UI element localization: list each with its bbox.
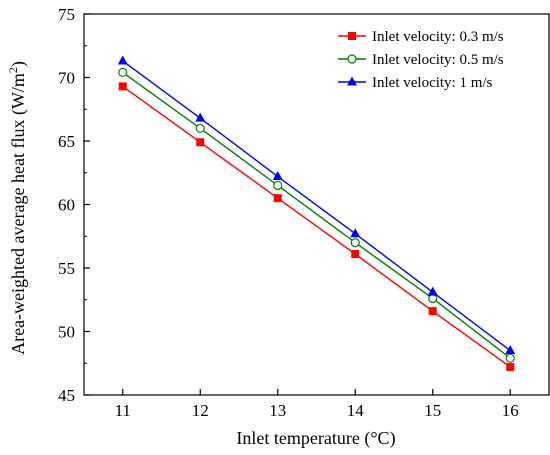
legend-label: Inlet velocity: 0.5 m/s — [372, 52, 504, 68]
x-axis-title: Inlet temperature (°C) — [236, 428, 395, 449]
x-tick-label: 13 — [269, 401, 286, 420]
y-tick-label: 70 — [58, 69, 75, 88]
series-3 — [117, 55, 516, 355]
y-tick-label: 50 — [58, 323, 75, 342]
legend-item-3: Inlet velocity: 1 m/s — [338, 75, 493, 91]
y-axis-title: Area-weighted average heat flux (W/m2) — [6, 61, 29, 355]
x-tick-label: 12 — [192, 401, 209, 420]
series-line — [122, 85, 511, 368]
data-point — [506, 363, 515, 372]
legend: Inlet velocity: 0.3 m/s Inlet velocity: 0… — [338, 29, 504, 91]
y-tick-label: 55 — [58, 259, 75, 278]
x-tick-label: 15 — [424, 401, 441, 420]
data-point — [118, 82, 127, 91]
series-line — [122, 71, 511, 359]
y-tick-label: 75 — [58, 5, 75, 24]
data-point — [272, 171, 283, 181]
series-2 — [118, 67, 515, 363]
axes: 11 12 13 14 15 16 45 50 55 60 65 70 75 — [58, 5, 550, 420]
x-tick-label: 14 — [347, 401, 365, 420]
data-point — [350, 238, 360, 248]
data-point — [428, 307, 437, 316]
data-point — [195, 123, 205, 133]
legend-label: Inlet velocity: 1 m/s — [372, 75, 493, 91]
data-point — [196, 138, 205, 147]
data-point — [350, 228, 361, 238]
data-point — [351, 250, 360, 259]
data-point — [117, 55, 128, 65]
data-point — [273, 194, 282, 203]
plot-area — [117, 55, 516, 372]
x-tick-label: 16 — [502, 401, 519, 420]
data-point — [427, 286, 438, 296]
y-tick-label: 45 — [58, 386, 75, 405]
legend-marker — [347, 54, 357, 64]
legend-marker — [347, 76, 357, 86]
legend-item-1: Inlet velocity: 0.3 m/s — [338, 29, 504, 45]
legend-marker — [348, 32, 356, 40]
data-point — [118, 67, 128, 78]
legend-item-2: Inlet velocity: 0.5 m/s — [338, 52, 504, 68]
data-point — [195, 112, 206, 122]
data-point — [505, 353, 515, 363]
y-tick-label: 60 — [58, 196, 75, 215]
series-1 — [118, 82, 515, 372]
data-point — [273, 180, 283, 191]
data-point — [428, 293, 438, 304]
x-tick-label: 11 — [115, 401, 131, 420]
series-line — [122, 60, 511, 352]
legend-label: Inlet velocity: 0.3 m/s — [372, 29, 504, 45]
y-tick-label: 65 — [58, 132, 75, 151]
data-point — [505, 345, 516, 355]
